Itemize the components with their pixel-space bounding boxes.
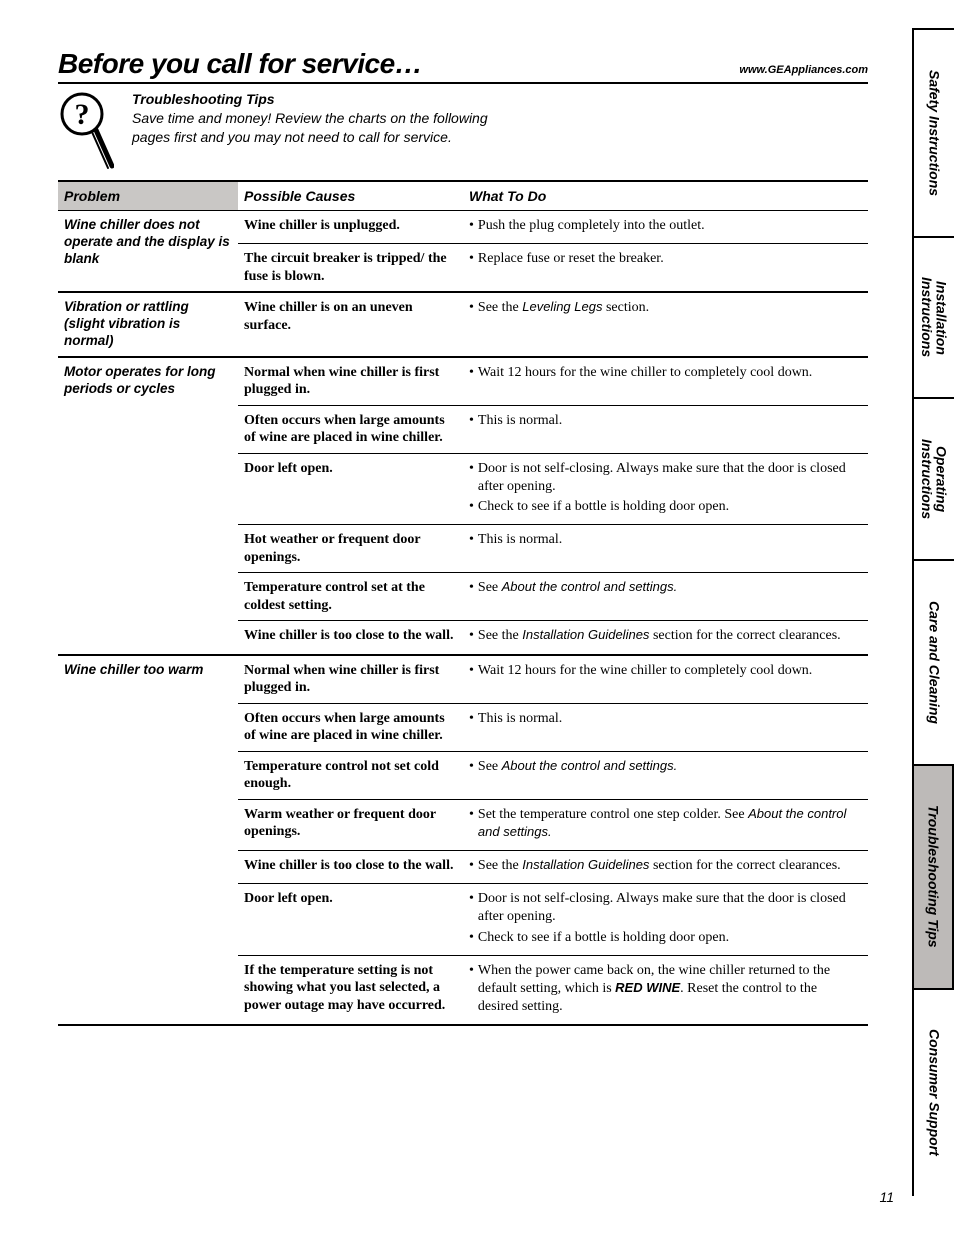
todo-cell: •See the Installation Guidelines section… <box>463 850 868 883</box>
cause-cell: Door left open. <box>238 453 463 525</box>
todo-cell: •Door is not self-closing. Always make s… <box>463 884 868 956</box>
todo-cell: •This is normal. <box>463 525 868 573</box>
problem-cell: Wine chiller does not operate and the di… <box>58 211 238 293</box>
tips-text: Troubleshooting Tips Save time and money… <box>132 90 488 147</box>
cause-cell: If the temperature setting is not showin… <box>238 955 463 1025</box>
title-row: Before you call for service… www.GEAppli… <box>58 48 868 84</box>
cause-cell: Normal when wine chiller is first plugge… <box>238 655 463 704</box>
todo-cell: •Push the plug completely into the outle… <box>463 211 868 244</box>
todo-cell: •Replace fuse or reset the breaker. <box>463 244 868 293</box>
cause-cell: Wine chiller is too close to the wall. <box>238 621 463 655</box>
cause-cell: Wine chiller is unplugged. <box>238 211 463 244</box>
svg-text:?: ? <box>75 98 90 131</box>
page-content: Before you call for service… www.GEAppli… <box>58 48 868 1026</box>
problem-cell: Vibration or rattling (slight vibration … <box>58 292 238 357</box>
side-tabs: Safety InstructionsInstallation Instruct… <box>912 28 954 1196</box>
table-row: Vibration or rattling (slight vibration … <box>58 292 868 357</box>
table-row: Wine chiller too warmNormal when wine ch… <box>58 655 868 704</box>
cause-cell: Wine chiller is on an uneven surface. <box>238 292 463 357</box>
cause-cell: Temperature control not set cold enough. <box>238 751 463 799</box>
cause-cell: Wine chiller is too close to the wall. <box>238 850 463 883</box>
tips-line2: pages first and you may not need to call… <box>132 128 488 147</box>
cause-cell: Normal when wine chiller is first plugge… <box>238 357 463 406</box>
side-tab[interactable]: Troubleshooting Tips <box>914 766 954 990</box>
todo-cell: •See About the control and settings. <box>463 751 868 799</box>
problem-cell: Motor operates for long periods or cycle… <box>58 357 238 655</box>
tips-line1: Save time and money! Review the charts o… <box>132 109 488 128</box>
page-number: 11 <box>879 1189 894 1205</box>
cause-cell: Door left open. <box>238 884 463 956</box>
todo-cell: •Set the temperature control one step co… <box>463 799 868 850</box>
tips-heading: Troubleshooting Tips <box>132 90 488 109</box>
side-tab[interactable]: Installation Instructions <box>914 238 954 400</box>
troubleshooting-table: Problem Possible Causes What To Do Wine … <box>58 180 868 1026</box>
side-tab[interactable]: Care and Cleaning <box>914 561 954 766</box>
todo-cell: •See the Leveling Legs section. <box>463 292 868 357</box>
page-title: Before you call for service… <box>58 48 422 80</box>
cause-cell: Temperature control set at the coldest s… <box>238 573 463 621</box>
question-magnifier-icon: ? <box>58 90 114 170</box>
table-row: Wine chiller does not operate and the di… <box>58 211 868 244</box>
todo-cell: •When the power came back on, the wine c… <box>463 955 868 1025</box>
table-header-row: Problem Possible Causes What To Do <box>58 181 868 211</box>
todo-cell: •Wait 12 hours for the wine chiller to c… <box>463 655 868 704</box>
site-url: www.GEAppliances.com <box>739 64 868 76</box>
col-problem: Problem <box>58 181 238 211</box>
table-row: Motor operates for long periods or cycle… <box>58 357 868 406</box>
side-tab[interactable]: Operating Instructions <box>914 399 954 561</box>
todo-cell: •See About the control and settings. <box>463 573 868 621</box>
todo-cell: •See the Installation Guidelines section… <box>463 621 868 655</box>
cause-cell: Warm weather or frequent door openings. <box>238 799 463 850</box>
todo-cell: •This is normal. <box>463 405 868 453</box>
todo-cell: •Door is not self-closing. Always make s… <box>463 453 868 525</box>
cause-cell: The circuit breaker is tripped/ the fuse… <box>238 244 463 293</box>
tips-row: ? Troubleshooting Tips Save time and mon… <box>58 90 868 170</box>
col-cause: Possible Causes <box>238 181 463 211</box>
problem-cell: Wine chiller too warm <box>58 655 238 1026</box>
cause-cell: Hot weather or frequent door openings. <box>238 525 463 573</box>
side-tab[interactable]: Safety Instructions <box>914 30 954 238</box>
cause-cell: Often occurs when large amounts of wine … <box>238 405 463 453</box>
cause-cell: Often occurs when large amounts of wine … <box>238 703 463 751</box>
todo-cell: •This is normal. <box>463 703 868 751</box>
col-todo: What To Do <box>463 181 868 211</box>
todo-cell: •Wait 12 hours for the wine chiller to c… <box>463 357 868 406</box>
side-tab[interactable]: Consumer Support <box>914 990 954 1196</box>
